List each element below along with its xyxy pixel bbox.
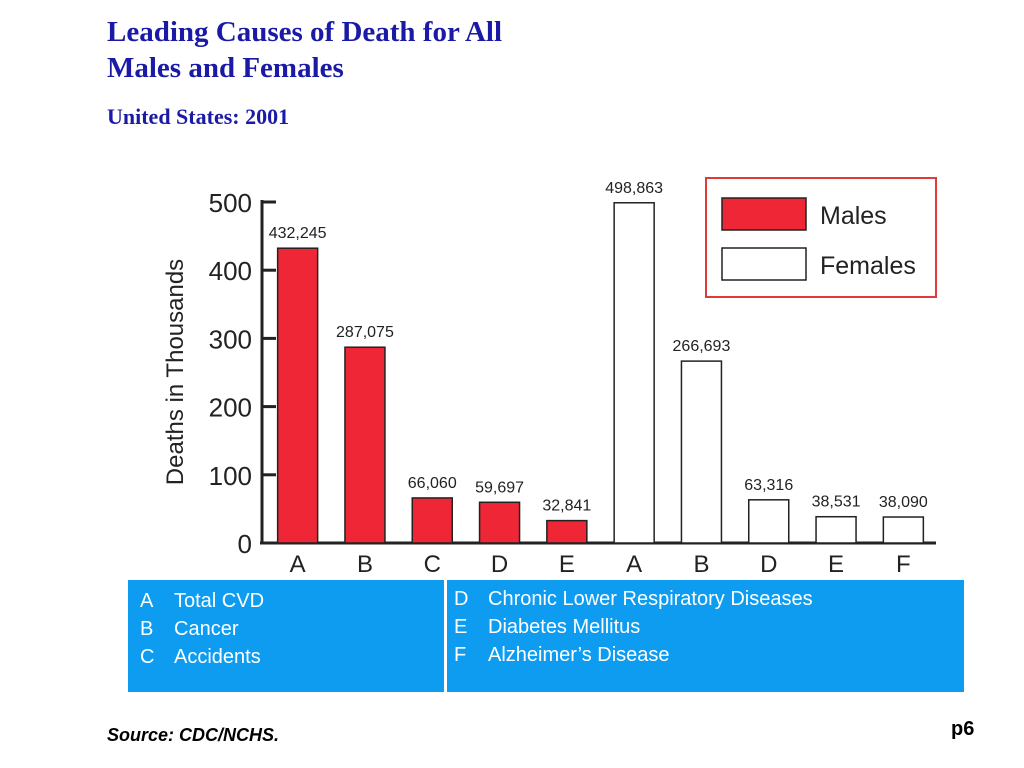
bar-chart: 0 100 200 300 400 500 Deaths in Thousands 432,2… bbox=[162, 177, 937, 578]
legend-label: Females bbox=[820, 252, 916, 280]
x-tick-label: E bbox=[828, 551, 844, 578]
data-label: 498,863 bbox=[605, 180, 663, 197]
page-number: p6 bbox=[951, 718, 975, 740]
data-label: 287,075 bbox=[336, 324, 394, 341]
bar-males bbox=[478, 501, 521, 544]
bar-females bbox=[748, 499, 790, 544]
data-label: 63,316 bbox=[744, 477, 793, 494]
cause-key-item: C Accidents bbox=[140, 646, 261, 668]
x-tick-label: B bbox=[693, 551, 709, 578]
y-tick-label: 300 bbox=[209, 324, 252, 354]
cause-key-panel: A Total CVD B Cancer C Accidents D Chronic L… bbox=[128, 580, 964, 692]
cause-key-left: A Total CVD B Cancer C Accidents bbox=[140, 587, 264, 671]
data-label: 38,090 bbox=[879, 494, 928, 511]
legend-label: Males bbox=[820, 202, 887, 230]
chart-title: Leading Causes of Death for All Males an… bbox=[107, 14, 707, 86]
x-tick-label: D bbox=[760, 551, 777, 578]
y-tick-label: 400 bbox=[209, 256, 252, 286]
data-label: 32,841 bbox=[542, 498, 591, 515]
title-line-1: Leading Causes of Death for All bbox=[107, 16, 503, 48]
y-tick-label: 200 bbox=[209, 393, 252, 423]
bar-males bbox=[344, 346, 386, 544]
cause-key-item: E Diabetes Mellitus bbox=[454, 616, 641, 638]
x-tick-label: F bbox=[896, 551, 911, 578]
y-tick-label: 500 bbox=[209, 188, 252, 218]
x-tick-label: B bbox=[357, 551, 373, 578]
source-note: Source: CDC/NCHS. bbox=[107, 725, 280, 745]
legend-swatch-females bbox=[721, 247, 807, 281]
bar-females bbox=[680, 360, 723, 544]
bar-females bbox=[613, 202, 655, 544]
data-label: 432,245 bbox=[269, 225, 327, 242]
data-label: 266,693 bbox=[673, 338, 731, 355]
key-divider bbox=[444, 580, 447, 692]
cause-key-item: D Chronic Lower Respiratory Diseases bbox=[454, 588, 813, 610]
x-tick-label: C bbox=[424, 551, 441, 578]
data-label: 38,531 bbox=[812, 494, 861, 511]
x-tick-label: E bbox=[559, 551, 575, 578]
y-tick-label: 100 bbox=[209, 461, 252, 491]
data-label: 59,697 bbox=[475, 479, 524, 496]
data-label: 66,060 bbox=[408, 475, 457, 492]
cause-key-item: A Total CVD bbox=[140, 590, 265, 612]
chart-subtitle: United States: 2001 bbox=[107, 104, 290, 129]
legend-swatch-males bbox=[721, 197, 807, 231]
title-line-2: Males and Females bbox=[107, 52, 344, 84]
x-tick-label: D bbox=[491, 551, 508, 578]
cause-key-right: D Chronic Lower Respiratory Diseases E Dia… bbox=[454, 585, 813, 669]
bar-females bbox=[882, 516, 925, 544]
x-tick-label: A bbox=[626, 551, 642, 578]
bar-males bbox=[411, 497, 453, 544]
bar-males bbox=[546, 519, 588, 544]
bar-females bbox=[815, 515, 857, 544]
y-axis-label: Deaths in Thousands bbox=[162, 259, 189, 485]
cause-key-item: F Alzheimer’s Disease bbox=[454, 644, 670, 666]
y-tick-label: 0 bbox=[238, 529, 252, 559]
bar-males bbox=[276, 247, 319, 544]
cause-key-item: B Cancer bbox=[140, 618, 239, 640]
x-tick-label: A bbox=[290, 551, 306, 578]
